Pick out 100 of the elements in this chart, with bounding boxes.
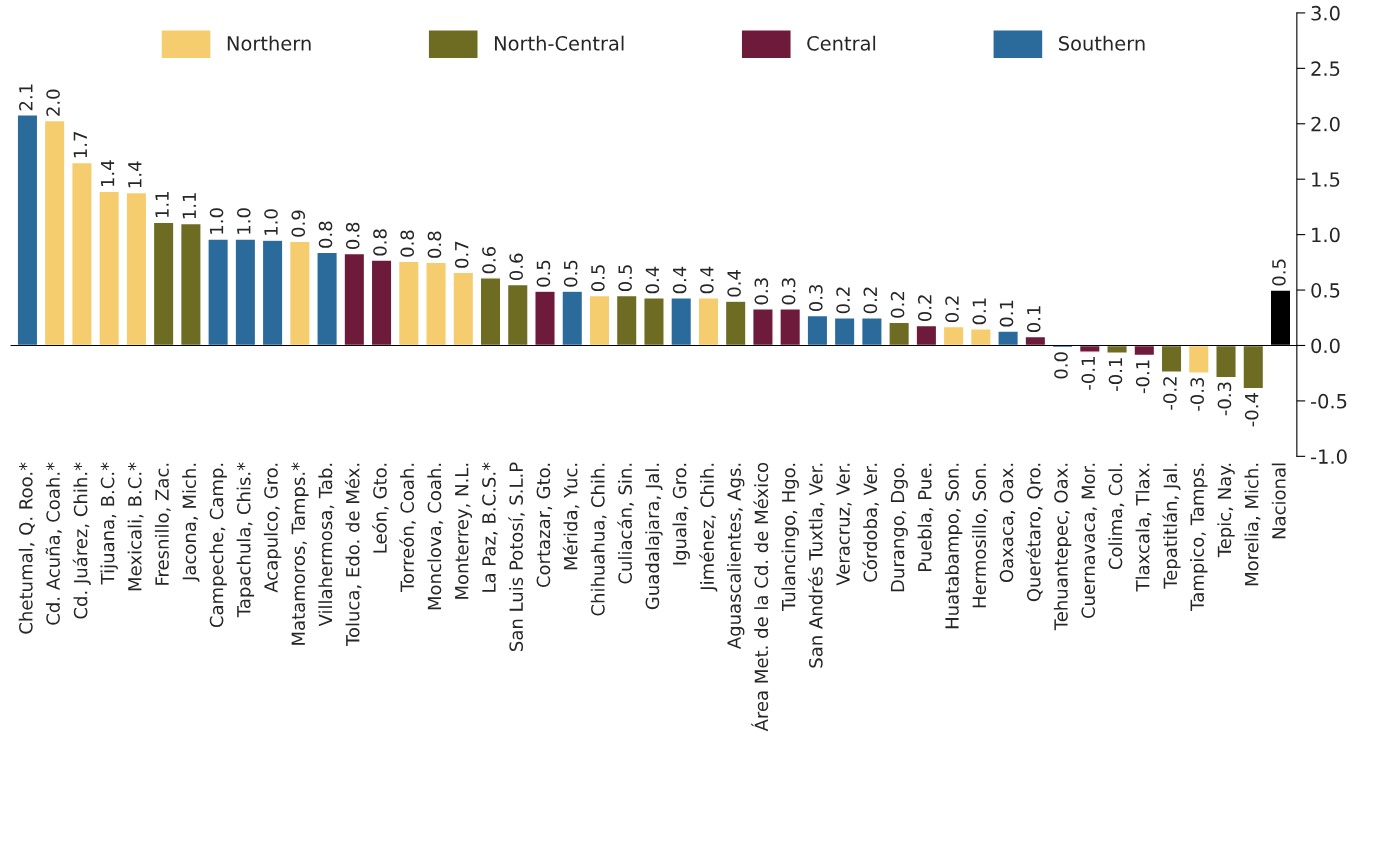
bar [452,271,475,347]
x-tick-label: San Andrés Tuxtla, Ver. [807,463,825,668]
y-tick-label: 3.0 [1311,5,1340,21]
data-label: -0.3 [1190,377,1205,411]
bar [915,324,938,347]
x-tick-label: Culiacán, Sin. [617,463,634,584]
x-tick-label: Mérida, Yuc. [562,463,580,570]
bar [969,328,992,347]
data-label: 1.1 [182,193,196,219]
x-tick-label: Durango, Dgo. [890,463,908,592]
data-label: 0.6 [509,253,524,280]
x-tick-label: Oaxaca, Oax. [999,463,1016,583]
data-label: -0.1 [1108,358,1123,391]
bar [1215,344,1237,379]
data-label: 0.1 [999,300,1014,327]
bar [316,251,338,347]
x-tick-label: Cuernavaca, Mor. [1081,463,1097,619]
data-label: 0.8 [427,231,442,258]
data-label: 0.2 [945,296,959,323]
bar [261,239,284,347]
bar [1187,344,1210,374]
x-tick-label: Tlaxcala, Tlax. [1135,463,1152,592]
bar [1242,344,1265,390]
x-tick-label: Tampico, Tamps. [1190,463,1208,611]
x-tick-label: León, Gto. [372,463,389,553]
x-tick-label: Villahermosa, Tab. [318,463,335,627]
data-label: 0.4 [727,270,741,297]
y-tick-label: -1.0 [1310,449,1347,464]
data-label: 1.0 [236,208,251,234]
x-tick-label: Matamoros, Tamps.* [291,462,309,645]
data-label: 0.8 [345,222,360,249]
data-label: 0.0 [1054,352,1068,379]
bar [534,290,556,347]
data-label: 0.2 [917,295,932,322]
x-tick-label: Puebla, Pue. [917,463,934,572]
x-tick-label: Toluca, Edo. de Méx. [344,463,362,647]
bar [752,308,774,347]
x-tick-label: Morelia, Mich. [1244,463,1261,586]
bar [43,119,66,347]
data-label: 0.5 [591,265,605,292]
data-label: -0.4 [1244,393,1259,427]
data-label: 0.8 [318,221,333,248]
data-label: -0.2 [1163,377,1177,410]
x-tick-label: Iguala, Gro. [672,463,690,565]
data-label: 1.7 [73,132,87,158]
bar [860,317,883,347]
bar [670,297,693,347]
bar [179,222,202,347]
y-tick-label: -0.5 [1310,393,1347,409]
x-tick-label: Córdoba, Ver. [862,463,879,582]
data-label: 0.3 [754,278,769,305]
data-label: 0.5 [618,265,632,292]
x-tick-label: Fresnillo, Zac. [154,463,171,585]
data-label: 1.0 [209,208,224,234]
legend-label: Northern [227,35,311,51]
bar [942,325,965,347]
y-tick-label: 0.5 [1311,283,1340,298]
x-tick-label: Huatabampo, Son. [944,463,963,629]
data-label: 0.1 [1026,306,1041,333]
data-label: 0.4 [672,266,687,294]
legend-label: Central [807,35,876,51]
y-tick-label: 0.0 [1311,338,1340,354]
bar [1160,344,1183,373]
data-label: 1.4 [128,161,142,188]
data-label: 0.6 [482,246,496,274]
x-tick-label: Tepatitlán, Jal. [1162,463,1181,589]
data-label: -0.3 [1217,382,1232,416]
y-tick-label: 2.5 [1311,61,1340,77]
data-label: -0.1 [1135,360,1150,394]
bar [288,240,311,347]
bar [724,300,747,347]
data-label: 0.5 [563,260,578,287]
data-label: 0.4 [700,266,714,294]
data-label: 0.1 [972,298,987,325]
x-tick-label: Campeche, Camp. [209,463,227,628]
bar [561,290,584,347]
data-label: 0.9 [291,210,306,237]
data-label: 0.2 [863,287,878,314]
x-tick-label: Cd. Juárez, Chih.* [72,462,91,619]
x-tick-label: Acapulco, Gro. [263,463,282,593]
data-label: 0.5 [536,260,551,287]
x-tick-label: Monclova, Coah. [427,463,444,610]
legend-label: North-Central [494,35,624,51]
x-tick-label: Monterrey, N.L. [455,463,473,599]
y-tick-label: 2.0 [1311,116,1340,132]
bar [588,294,611,347]
bar [234,238,257,347]
x-tick-label: Jacona, Mich. [182,463,200,582]
data-label: 0.8 [400,230,415,257]
data-label: 0.7 [454,241,469,268]
x-tick-label: Torreón, Coah. [399,463,416,593]
data-label: 2.1 [19,84,33,111]
y-tick-label: 1.0 [1312,227,1340,243]
bar [506,283,529,347]
data-label: 1.1 [155,192,169,218]
x-tick-label: Tapachula, Chis.* [236,462,255,618]
x-tick-label: Chihuahua, Chih. [590,463,607,616]
data-label: 1.4 [100,160,115,187]
bar [98,190,121,347]
bar [125,191,148,347]
